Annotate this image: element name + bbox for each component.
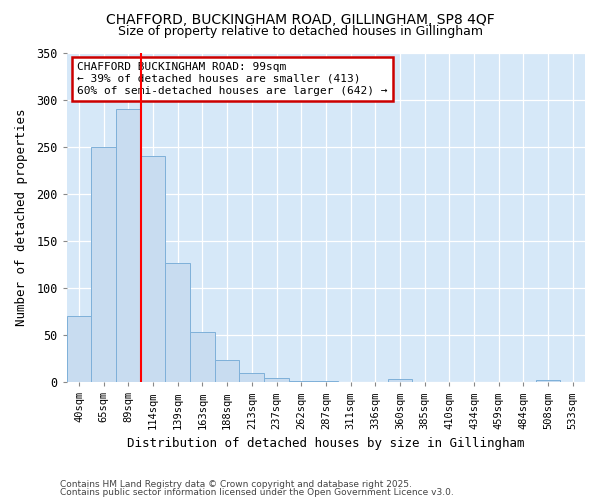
Bar [536, 380, 560, 382]
Text: Contains public sector information licensed under the Open Government Licence v3: Contains public sector information licen… [60, 488, 454, 497]
Bar [166, 262, 190, 382]
Bar [67, 316, 91, 382]
Text: CHAFFORD BUCKINGHAM ROAD: 99sqm
← 39% of detached houses are smaller (413)
60% o: CHAFFORD BUCKINGHAM ROAD: 99sqm ← 39% of… [77, 62, 388, 96]
Bar [289, 381, 314, 382]
Bar [116, 109, 141, 382]
Text: CHAFFORD, BUCKINGHAM ROAD, GILLINGHAM, SP8 4QF: CHAFFORD, BUCKINGHAM ROAD, GILLINGHAM, S… [106, 12, 494, 26]
Text: Size of property relative to detached houses in Gillingham: Size of property relative to detached ho… [118, 25, 482, 38]
Y-axis label: Number of detached properties: Number of detached properties [15, 108, 28, 326]
Bar [239, 372, 264, 382]
Text: Contains HM Land Registry data © Crown copyright and database right 2025.: Contains HM Land Registry data © Crown c… [60, 480, 412, 489]
X-axis label: Distribution of detached houses by size in Gillingham: Distribution of detached houses by size … [127, 437, 524, 450]
Bar [215, 360, 239, 382]
Bar [91, 146, 116, 382]
Bar [314, 381, 338, 382]
Bar [141, 156, 166, 382]
Bar [190, 332, 215, 382]
Bar [264, 378, 289, 382]
Bar [388, 380, 412, 382]
